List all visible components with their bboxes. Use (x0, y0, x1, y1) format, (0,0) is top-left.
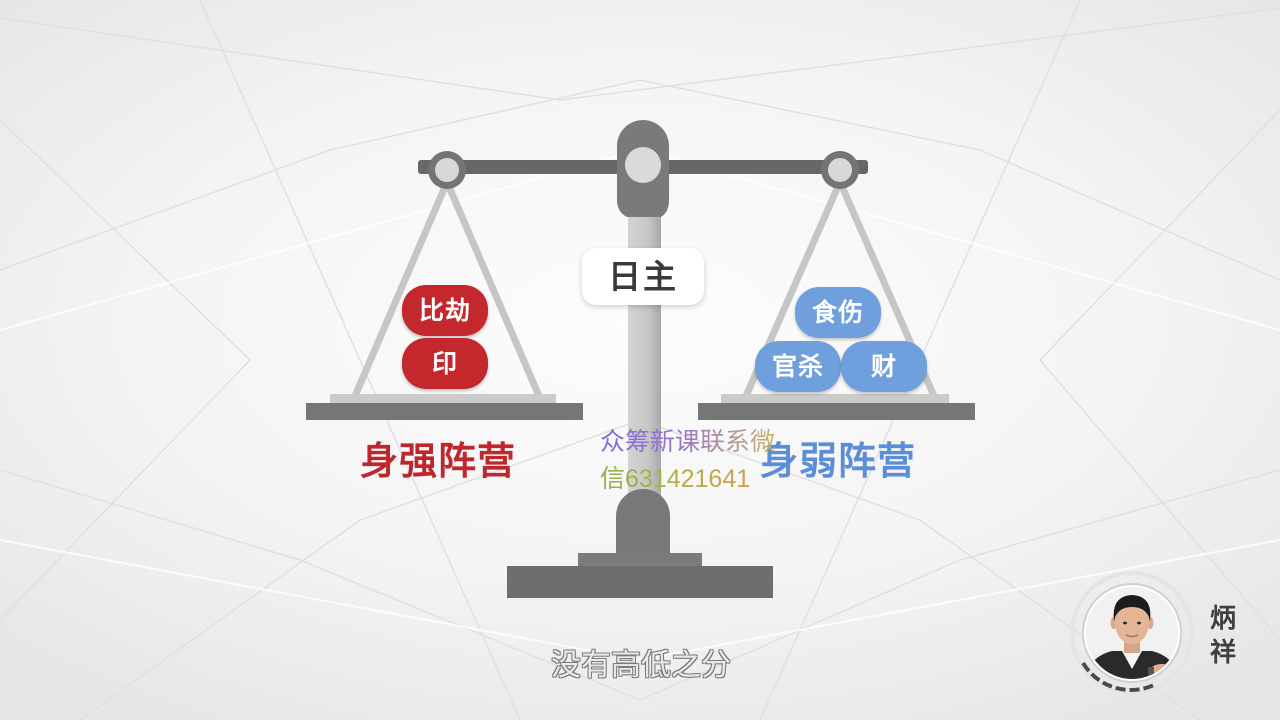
right-pivot (821, 151, 859, 189)
weight-yin: 印 (402, 338, 488, 389)
video-subtitle: 没有高低之分 (551, 648, 731, 683)
watermark-line-1: 众筹新课联系微 (600, 428, 776, 456)
right-pan (698, 394, 975, 420)
left-pan (306, 394, 583, 420)
weight-guansha: 官杀 (755, 341, 841, 392)
presenter-name-char-1: 炳 (1210, 604, 1237, 634)
watermark-line-2: 信631421641 (600, 465, 751, 493)
weight-shishang: 食伤 (795, 287, 881, 338)
avatar-dashed-arc (1081, 661, 1155, 692)
weak-camp-caption: 身弱阵营 (760, 439, 917, 483)
avatar-outer-ring (1070, 571, 1194, 695)
strong-camp-caption: 身强阵营 (360, 439, 517, 483)
left-pan-strings (351, 178, 543, 400)
center-pivot-head (617, 120, 669, 217)
day-master-label: 日主 (582, 248, 704, 305)
scale-base (507, 489, 773, 598)
presenter-photo (1070, 571, 1194, 695)
weight-bijie: 比劫 (402, 285, 488, 336)
presenter-avatar (1062, 563, 1202, 703)
weight-cai: 财 (841, 341, 927, 392)
presenter-name-char-2: 祥 (1210, 638, 1237, 668)
left-pivot (428, 151, 466, 189)
